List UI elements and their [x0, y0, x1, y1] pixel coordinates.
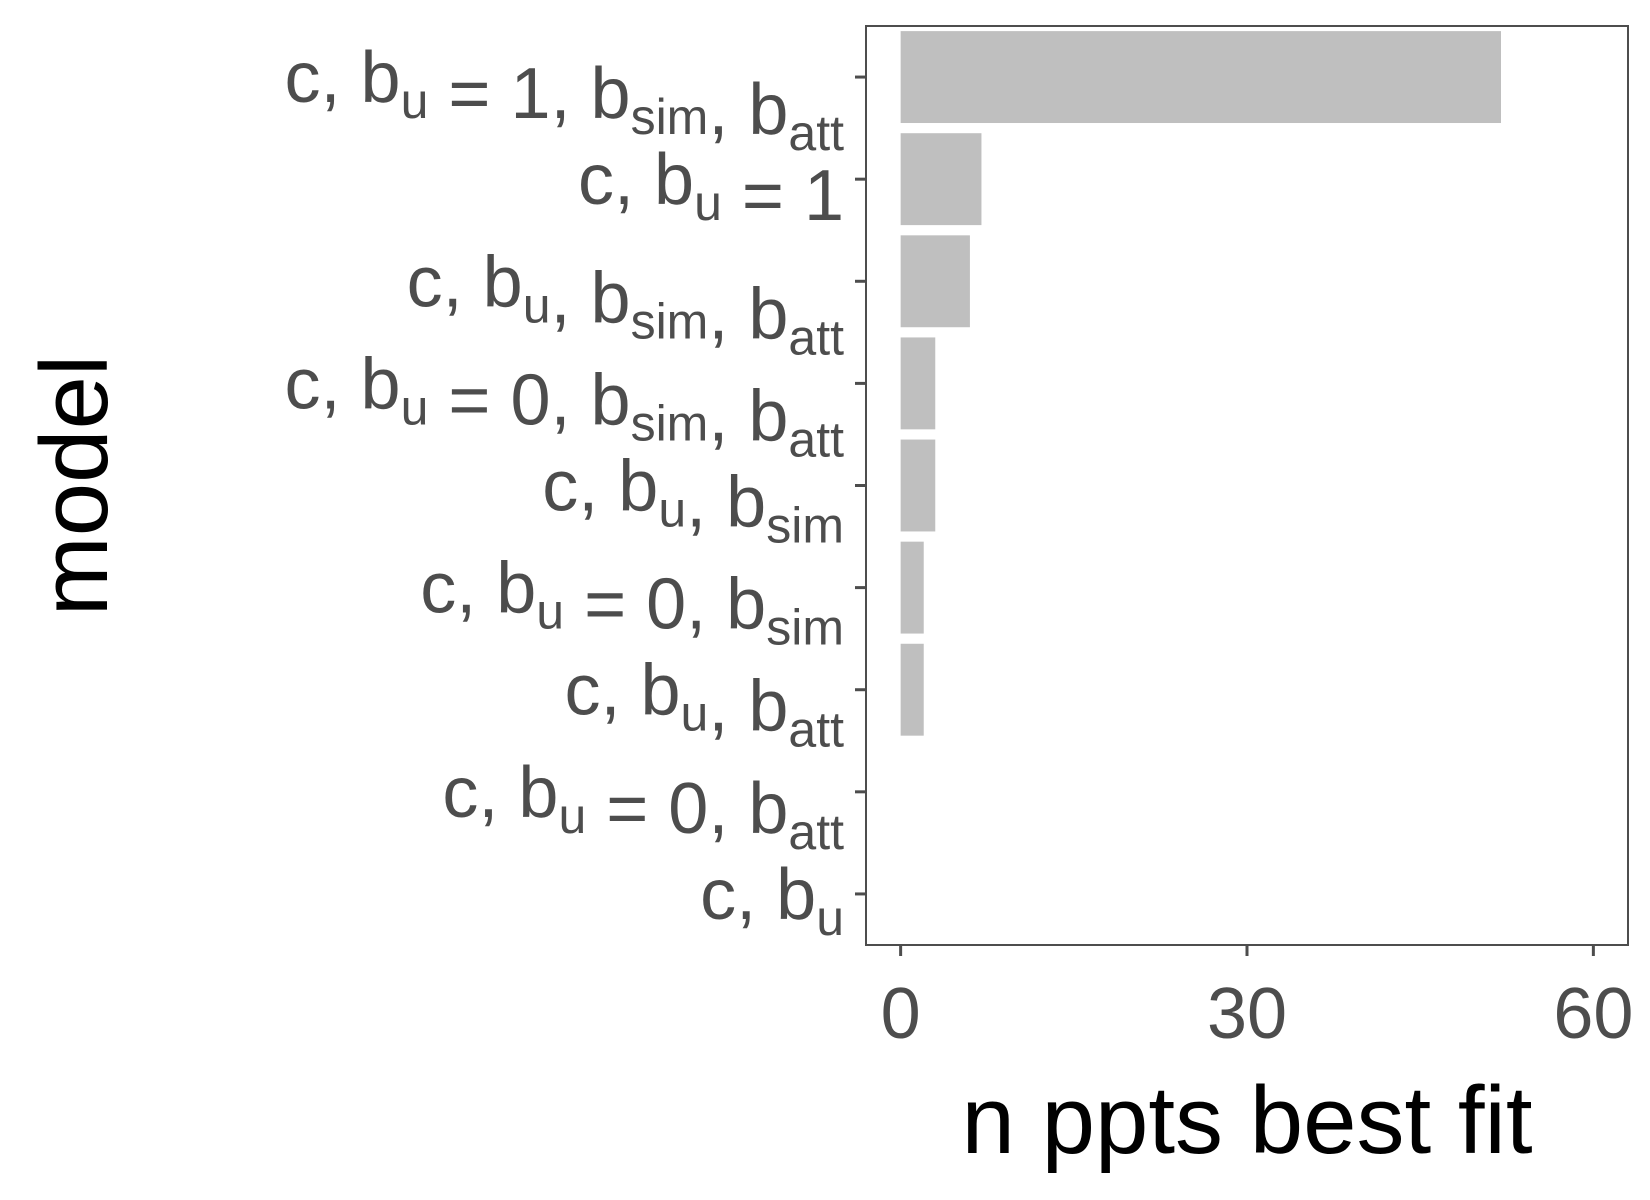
- bar: [900, 31, 1501, 124]
- x-tick-label: 30: [1207, 974, 1287, 1054]
- x-axis-title: n ppts best fit: [962, 1067, 1533, 1174]
- x-axis: 0 30 60: [881, 945, 1633, 1054]
- y-tick-label: c, bu, batt: [564, 651, 844, 758]
- y-tick-label: c, bu, bsim, batt: [407, 242, 844, 365]
- y-tick-label: c, bu: [700, 855, 844, 946]
- bar: [900, 541, 924, 634]
- y-tick-label: c, bu = 0, bsim: [420, 549, 844, 656]
- bar: [900, 133, 982, 226]
- y-tick-label: c, bu, bsim: [542, 447, 844, 554]
- y-tick-label: c, bu = 1: [578, 140, 844, 236]
- x-tick-label: 60: [1553, 974, 1633, 1054]
- bar: [900, 439, 936, 532]
- y-tick-label: c, bu = 0, bsim, batt: [285, 344, 845, 467]
- y-axis-title: model: [21, 355, 128, 616]
- bar: [900, 235, 970, 328]
- bar: [900, 643, 924, 736]
- y-tick-label: c, bu = 1, bsim, batt: [285, 38, 845, 161]
- x-tick-label: 0: [881, 974, 921, 1054]
- bar: [900, 337, 936, 430]
- bars-group: [900, 31, 1501, 736]
- y-tick-label: c, bu = 0, batt: [442, 753, 844, 860]
